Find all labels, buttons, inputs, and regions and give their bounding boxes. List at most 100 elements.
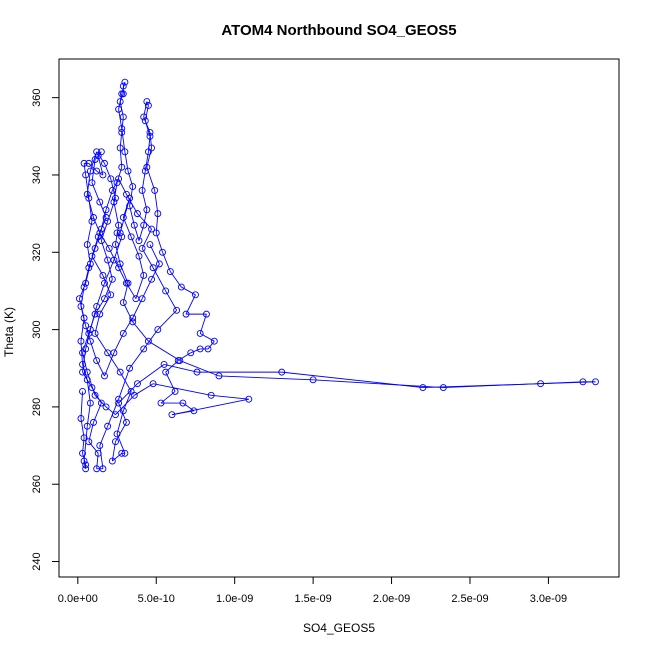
data-point (148, 225, 155, 233)
series-line-segment (119, 198, 131, 234)
data-point (133, 210, 141, 218)
data-point (579, 378, 587, 386)
y-axis: 240 260 280 300 320 340 360 (31, 88, 60, 571)
data-point (133, 380, 141, 388)
data-point (108, 275, 116, 283)
data-point (90, 214, 97, 221)
data-point (105, 244, 113, 252)
data-point (141, 117, 149, 125)
series-line-segment (443, 381, 583, 389)
data-point (143, 163, 151, 171)
data-point (118, 233, 126, 241)
series-line-segment (153, 383, 212, 396)
data-point (210, 337, 218, 345)
data-point (113, 430, 121, 438)
data-point (146, 132, 154, 140)
data-point (439, 384, 447, 392)
data-point (96, 442, 104, 450)
data-point (85, 159, 93, 167)
data-point (108, 186, 116, 194)
data-point (85, 330, 93, 337)
data-point (113, 179, 121, 187)
chart-title: ATOM4 Northbound SO4_GEOS5 (221, 22, 456, 39)
data-point (99, 171, 107, 179)
data-point (116, 144, 124, 152)
series-line-segment (162, 252, 171, 272)
data-point (116, 368, 124, 376)
data-point (149, 264, 157, 272)
series-line-segment (132, 321, 149, 342)
data-point (192, 291, 199, 299)
x-tick-label: 2.0e-09 (373, 593, 410, 605)
series-line-segment (105, 406, 116, 415)
data-point (116, 229, 124, 237)
data-point (112, 194, 119, 202)
series-line-segment (88, 441, 99, 454)
data-point (151, 186, 159, 194)
data-point (157, 399, 165, 407)
series-line-segment (113, 201, 120, 226)
data-point (135, 237, 143, 245)
data-point (110, 256, 118, 264)
data-point (86, 337, 94, 345)
y-tick-label: 340 (31, 166, 43, 184)
data-point (204, 345, 212, 353)
series-line-segment (218, 375, 314, 381)
data-point (592, 378, 599, 386)
data-point (124, 167, 132, 175)
data-point (123, 279, 130, 287)
series-line-segment (141, 248, 154, 268)
data-point (102, 403, 110, 411)
series-line-segment (107, 352, 121, 373)
data-point (135, 252, 143, 260)
data-point (82, 171, 90, 179)
series-line-segment (86, 194, 94, 218)
series-line-segment (112, 452, 123, 462)
data-point (118, 125, 126, 133)
data-point (82, 279, 90, 287)
data-point (102, 206, 110, 214)
data-point (112, 438, 119, 446)
data-point (118, 449, 126, 457)
x-tick-label: 5.0e-10 (138, 593, 175, 605)
data-point (187, 349, 195, 357)
data-point (166, 268, 174, 276)
data-point (107, 291, 115, 299)
data-point (82, 322, 90, 330)
data-point (144, 337, 152, 345)
data-point (101, 159, 108, 167)
data-point (121, 148, 129, 156)
data-point (82, 465, 90, 473)
series-line-segment (122, 302, 134, 323)
data-point (97, 148, 105, 156)
data-point (119, 82, 127, 90)
series-line-segment (177, 352, 192, 361)
series-line-segment (149, 244, 160, 265)
data-point (85, 264, 93, 272)
data-point (99, 465, 107, 473)
data-point (196, 330, 204, 337)
series-line-segment (122, 391, 132, 411)
data-point (83, 368, 91, 376)
data-point (85, 438, 93, 446)
data-point (130, 221, 138, 229)
y-tick-label: 320 (31, 243, 43, 261)
data-point (207, 391, 215, 399)
data-point (107, 175, 115, 183)
data-point (116, 98, 124, 105)
series-line-segment (96, 283, 105, 307)
data-point (144, 101, 152, 109)
series-line-segment (113, 333, 124, 353)
series-line-segment (88, 163, 97, 172)
data-point (88, 384, 96, 392)
data-point (121, 78, 129, 86)
data-point (278, 368, 286, 376)
data-point (91, 310, 99, 318)
data-point (162, 287, 170, 295)
series-line-segment (141, 228, 152, 249)
series-line-segment (111, 178, 120, 191)
series-line-segment (137, 364, 165, 385)
data-point (88, 217, 96, 225)
data-point (80, 159, 88, 167)
